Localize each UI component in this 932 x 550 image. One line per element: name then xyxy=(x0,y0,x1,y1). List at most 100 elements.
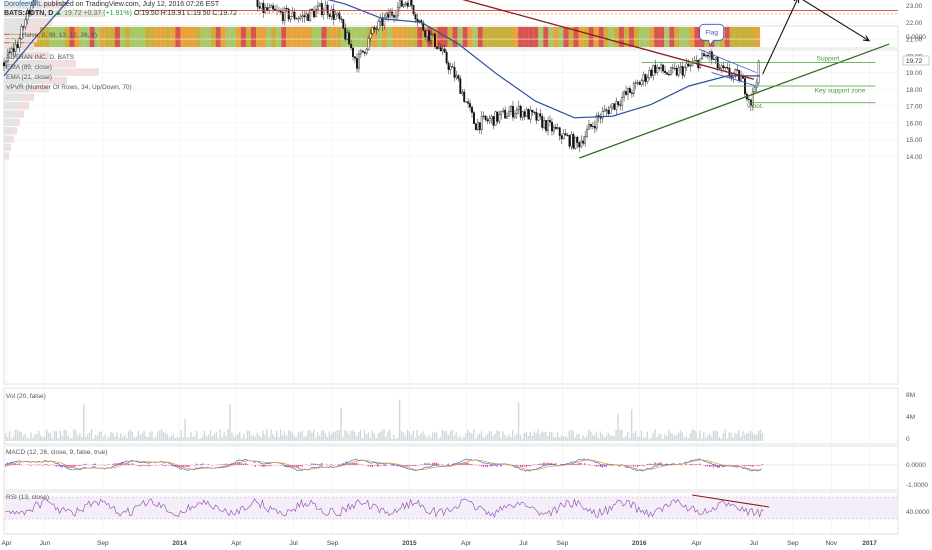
volume-bar-19 xyxy=(42,437,44,441)
volume-bar-320 xyxy=(629,438,631,441)
volume-bar-387 xyxy=(759,429,762,441)
candle-body-195 xyxy=(383,17,386,26)
macd-hist-206 xyxy=(406,465,409,467)
candle-body-332 xyxy=(650,70,653,76)
volume-bar-288 xyxy=(566,437,568,441)
candle-body-375 xyxy=(734,69,737,75)
macd-hist-70 xyxy=(141,465,143,467)
volume-bar-291 xyxy=(572,430,574,441)
volume-bar-369 xyxy=(724,429,726,441)
candle-body-382 xyxy=(747,98,750,100)
volume-bar-140 xyxy=(278,437,280,441)
candle-body-325 xyxy=(636,82,639,84)
volume-bar-232 xyxy=(457,438,459,441)
candle-body-205 xyxy=(402,3,405,7)
candle-body-147 xyxy=(289,16,292,20)
candle-body-177 xyxy=(348,32,351,45)
strip-cell-124 xyxy=(628,27,635,47)
x-tick-label-1: Jun xyxy=(40,540,51,547)
macd-hist-19 xyxy=(42,465,44,466)
volume-bar-325 xyxy=(638,436,641,441)
volume-bar-233 xyxy=(459,435,461,441)
macd-hist-236 xyxy=(465,462,467,465)
strip-cell-99 xyxy=(502,27,509,47)
strip-cell-127 xyxy=(644,27,650,47)
macd-hist-199 xyxy=(393,465,395,467)
strip-cell-97 xyxy=(492,27,498,47)
main-label-0[interactable]: ADTRAN INC, D, BATS xyxy=(6,54,75,61)
vprof-bar-up-15 xyxy=(4,51,32,59)
macd-hist-363 xyxy=(712,465,715,468)
volume-bar-85 xyxy=(170,436,173,441)
strip-cell-63 xyxy=(321,27,327,47)
candle-body-260 xyxy=(510,106,512,112)
candle-body-343 xyxy=(671,67,674,69)
vprof-bar-up-26 xyxy=(4,143,9,152)
candle-body-346 xyxy=(677,67,680,76)
macd-hist-279 xyxy=(549,463,551,465)
candle-body-303 xyxy=(593,125,596,129)
volume-bar-111 xyxy=(221,437,223,441)
volume-bar-24 xyxy=(51,438,54,441)
vprof-bar-up-20 xyxy=(4,93,23,101)
candle-body-187 xyxy=(367,37,370,50)
candle-body-14 xyxy=(30,5,33,15)
macd-hist-217 xyxy=(428,463,430,465)
candle-body-254 xyxy=(498,114,501,122)
main-label-3[interactable]: VPVR (Number Of Rows, 34, Up/Down, 70) xyxy=(6,84,132,91)
main-label-2[interactable]: EMA (21, close) xyxy=(6,74,52,81)
volume-bar-178 xyxy=(352,429,354,441)
macd-hist-374 xyxy=(734,465,736,466)
author-link[interactable]: DorofeevML xyxy=(4,1,42,8)
rsi-trendline xyxy=(691,494,770,508)
candle-body-258 xyxy=(506,116,509,119)
candle-body-240 xyxy=(471,107,473,113)
volume-bar-257 xyxy=(506,437,508,441)
macd-hist-31 xyxy=(65,465,67,468)
candle-body-216 xyxy=(424,30,427,38)
volume-bar-245 xyxy=(482,437,485,441)
vprof-bar-up-27 xyxy=(4,152,8,160)
volume-bar-183 xyxy=(361,438,364,441)
volume-bar-57 xyxy=(116,432,118,441)
volume-bar-6 xyxy=(16,430,19,441)
macd-hist-355 xyxy=(697,464,699,465)
vprof-bar-down-27 xyxy=(7,152,9,160)
volume-bar-163 xyxy=(322,430,325,441)
macd-hist-386 xyxy=(757,465,760,466)
volume-bar-189 xyxy=(373,433,375,441)
vprof-bar-up-14 xyxy=(4,43,23,51)
volume-bar-177 xyxy=(350,430,352,441)
main-label-1[interactable]: EMA (89, close) xyxy=(6,64,52,71)
volume-bar-349 xyxy=(685,436,687,441)
macd-hist-71 xyxy=(143,465,145,466)
macd-hist-299 xyxy=(588,464,590,465)
candle-body-277 xyxy=(543,120,546,128)
macd-hist-308 xyxy=(605,465,607,467)
top-strip-label[interactable]: _ _ _ (false, 0, fill, 13, 12, 26, 9) xyxy=(6,32,98,39)
macd-hist-149 xyxy=(295,465,297,468)
volume-bar-326 xyxy=(640,430,643,441)
strip-cell-18 xyxy=(94,27,100,47)
rsi-label[interactable]: RSI (13, close) xyxy=(6,494,49,501)
y-tick-label-3: 17.00 xyxy=(906,104,923,111)
macd-hist-238 xyxy=(469,464,471,465)
volume-bar-366 xyxy=(718,436,721,441)
macd-hist-261 xyxy=(513,465,516,466)
macd-hist-262 xyxy=(515,465,518,467)
macd-hist-354 xyxy=(695,464,697,465)
volume-bar-219 xyxy=(432,432,434,441)
macd-label[interactable]: MACD (12, 26, close, 9, false, true) xyxy=(6,449,108,456)
volume-bar-0 xyxy=(5,433,7,441)
macd-hist-145 xyxy=(287,465,290,468)
strip-cell-104 xyxy=(528,27,534,47)
strip-cell-20 xyxy=(104,27,110,47)
candle-body-358 xyxy=(701,53,704,60)
macd-hist-94 xyxy=(188,465,190,467)
candle-body-361 xyxy=(707,54,709,57)
candle-body-157 xyxy=(309,9,312,21)
macd-hist-195 xyxy=(385,465,387,467)
vol-label[interactable]: Vol (20, false) xyxy=(6,393,46,400)
volume-bar-228 xyxy=(449,431,451,441)
volume-bar-112 xyxy=(223,432,225,441)
